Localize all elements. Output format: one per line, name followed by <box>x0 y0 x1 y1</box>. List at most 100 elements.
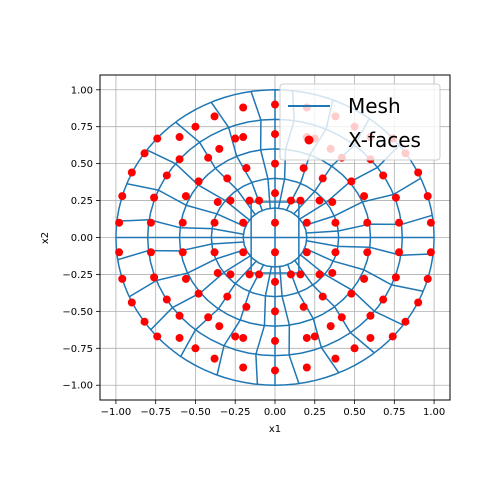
x-face-point <box>181 274 190 283</box>
x-tick-label: 1.00 <box>423 407 445 418</box>
x-face-point <box>162 171 171 180</box>
x-face-point <box>239 248 248 257</box>
mesh-spoke <box>128 248 247 298</box>
x-face-point <box>226 196 235 205</box>
x-tick-label: 0.50 <box>343 407 365 418</box>
x-face-point <box>239 103 248 112</box>
x-face-point <box>242 164 251 173</box>
x-face-point <box>153 332 162 341</box>
x-face-point <box>337 313 346 322</box>
x-face-point <box>302 248 311 257</box>
x-face-point <box>146 218 155 227</box>
mesh-spoke <box>287 264 340 374</box>
x-face-point <box>271 307 279 316</box>
x-face-point <box>414 298 423 307</box>
legend-box <box>279 83 441 161</box>
x-tick-label: −1.00 <box>101 407 132 418</box>
x-face-point <box>242 302 251 311</box>
x-face-point <box>239 218 248 227</box>
x-face-point <box>271 248 279 257</box>
mesh-spoke <box>210 101 263 211</box>
x-face-point <box>127 168 136 177</box>
x-face-point <box>194 177 203 186</box>
x-tick-label: 0.75 <box>383 407 405 418</box>
y-tick-label: 0.25 <box>71 196 93 207</box>
x-face-point <box>127 298 136 307</box>
x-face-point <box>271 277 279 286</box>
x-face-point <box>239 333 248 342</box>
x-face-point <box>245 196 254 205</box>
x-face-point <box>388 332 397 341</box>
x-face-point <box>231 332 240 341</box>
x-axis-title: x1 <box>269 424 281 435</box>
y-tick-label: 1.00 <box>71 85 93 96</box>
x-face-point <box>175 155 184 164</box>
x-face-point <box>223 174 232 183</box>
y-tick-label: −0.75 <box>62 344 93 355</box>
mesh-spoke <box>255 266 273 385</box>
x-face-point <box>210 248 219 257</box>
mesh-spoke <box>294 260 375 354</box>
x-face-point <box>302 333 311 342</box>
x-face-point <box>153 134 162 143</box>
x-tick-label: −0.75 <box>140 407 171 418</box>
mesh-spoke <box>279 266 300 384</box>
x-face-point <box>215 322 224 331</box>
mesh-spoke <box>303 177 422 227</box>
y-tick-label: −0.50 <box>62 307 93 318</box>
x-face-point <box>150 193 159 202</box>
x-face-point <box>239 133 248 142</box>
x-face-point <box>302 218 311 227</box>
x-face-point <box>318 292 327 301</box>
x-face-point <box>299 302 308 311</box>
x-face-point <box>426 248 435 257</box>
mesh-spoke <box>304 247 424 293</box>
x-face-point <box>299 164 308 173</box>
x-face-point <box>162 295 171 304</box>
x-face-point <box>426 218 435 227</box>
x-face-point <box>210 354 219 363</box>
x-face-point <box>210 112 219 121</box>
mesh-spoke <box>175 121 256 215</box>
mesh-spoke <box>126 182 246 228</box>
x-face-point <box>331 354 340 363</box>
x-face-point <box>245 270 254 279</box>
x-face-point <box>350 344 359 353</box>
x-face-point <box>181 192 190 201</box>
x-face-point <box>296 196 305 205</box>
legend-dot-swatch <box>304 135 314 145</box>
x-face-point <box>286 270 295 279</box>
ticks: −1.00 −0.75 −0.50 −0.25 0.00 0.25 0.50 0.75 1.00… <box>62 85 445 418</box>
x-face-point <box>379 295 388 304</box>
x-face-point <box>328 268 337 277</box>
x-face-point <box>391 193 400 202</box>
mesh-spoke <box>116 218 244 235</box>
x-face-point <box>118 274 127 283</box>
x-face-point <box>310 332 319 341</box>
x-face-point <box>401 317 410 326</box>
x-tick-label: 0.00 <box>264 407 286 418</box>
x-face-point <box>115 218 124 227</box>
x-face-point <box>271 218 279 227</box>
plot-area: −1.00 −0.75 −0.50 −0.25 0.00 0.25 0.50 0.75 1.00… <box>62 74 451 418</box>
x-face-point <box>118 192 127 201</box>
x-face-point <box>331 218 340 227</box>
x-face-point <box>366 311 375 320</box>
mesh-spoke <box>216 264 265 376</box>
x-face-point <box>231 134 240 143</box>
x-face-point <box>175 133 184 142</box>
x-face-point <box>395 248 404 257</box>
x-face-point <box>363 248 372 257</box>
x-face-point <box>271 336 279 345</box>
x-face-point <box>204 153 213 162</box>
x-face-point <box>213 198 222 207</box>
x-face-point <box>395 218 404 227</box>
y-tick-label: 0.75 <box>71 122 93 133</box>
x-face-point <box>178 248 187 257</box>
x-face-point <box>414 168 423 177</box>
x-face-point <box>271 130 279 139</box>
x-face-point <box>175 311 184 320</box>
x-face-point <box>360 274 369 283</box>
y-tick-label: 0.50 <box>71 159 93 170</box>
